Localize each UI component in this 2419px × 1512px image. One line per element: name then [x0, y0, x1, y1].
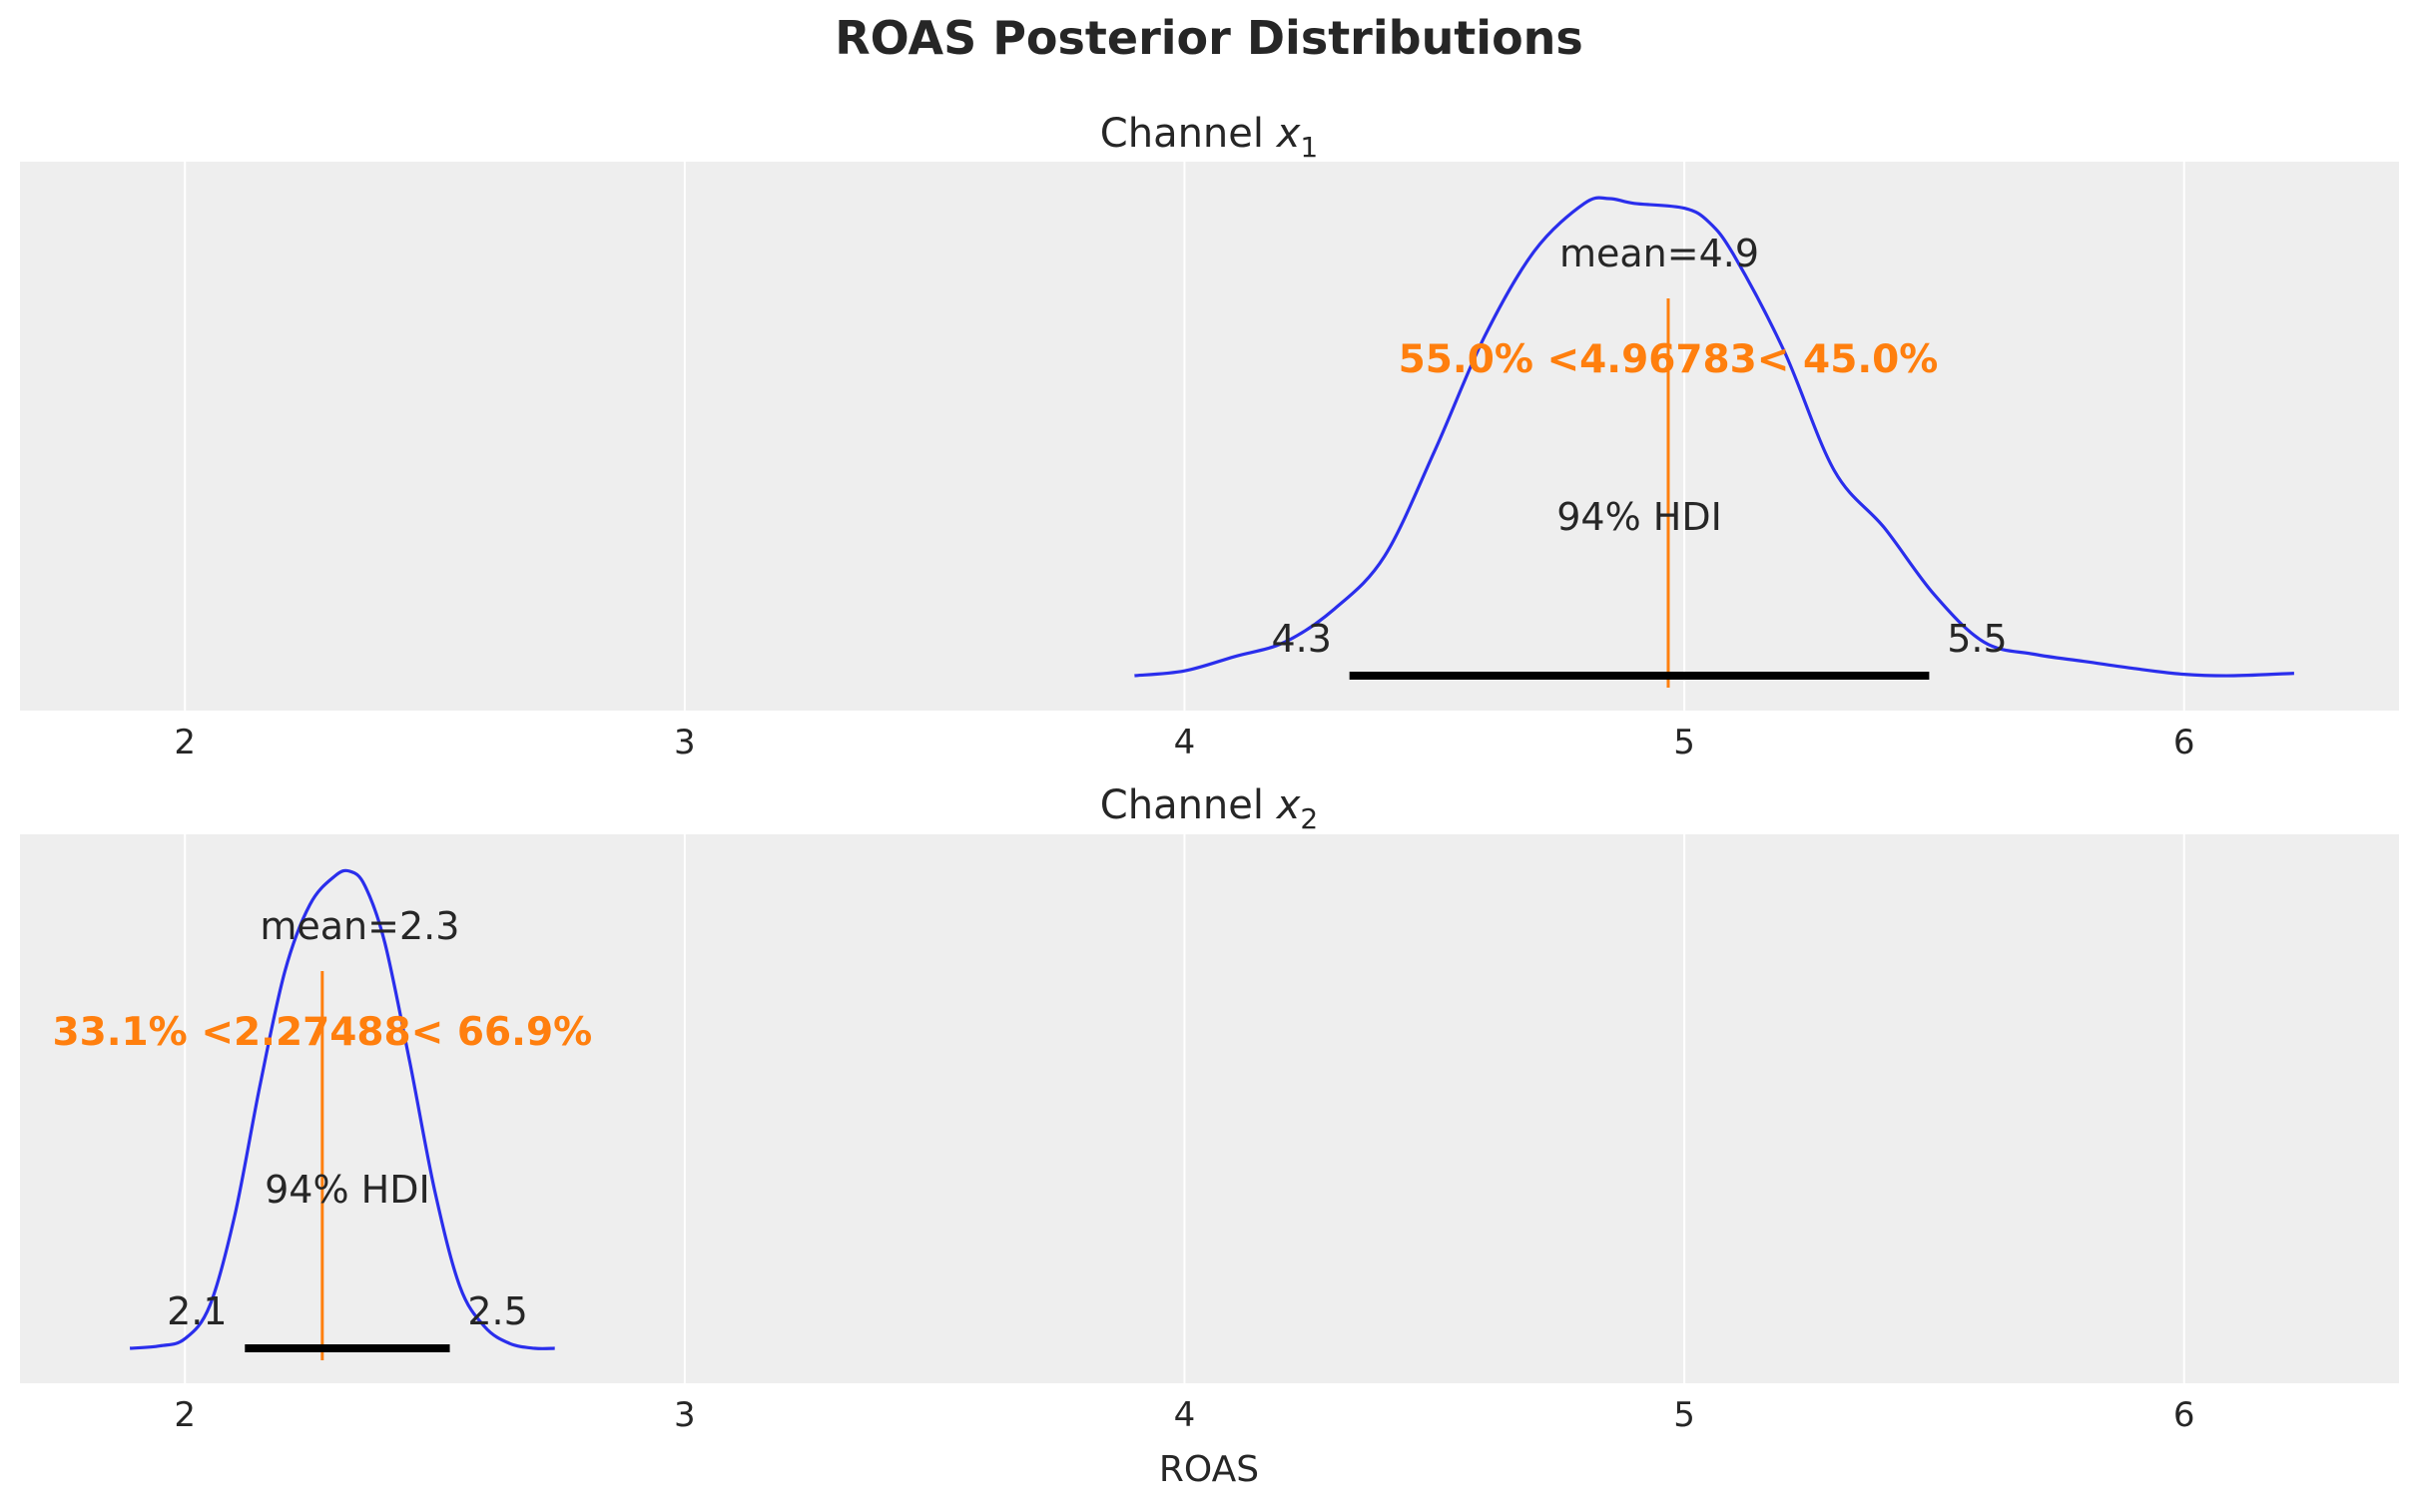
mean-text: mean=4.9 [1559, 232, 1759, 275]
density-curve [129, 868, 555, 1350]
panel-channel-x1: Channel x1 2 3 4 5 6 4.3 5.5 94% HDI mean=4.… [20, 111, 2399, 762]
hdi-high-label: 2.5 [467, 1289, 527, 1333]
gridlines [184, 162, 2185, 711]
hdi-high-label: 5.5 [1947, 617, 2007, 661]
panel-title-var: x [1275, 782, 1301, 828]
x-tick-label: 4 [1174, 723, 1196, 762]
hdi-low-label: 2.1 [167, 1289, 227, 1333]
hdi-text: 94% HDI [265, 1168, 430, 1212]
panel-title-prefix: Channel [1100, 782, 1277, 828]
x-tick-label: 5 [1673, 1395, 1695, 1435]
gridlines [184, 834, 2185, 1383]
density-curve [1134, 196, 2294, 678]
x-tick-label: 4 [1174, 1395, 1196, 1435]
reference-value-text: 33.1% <2.27488< 66.9% [52, 1010, 592, 1055]
x-tick-label: 6 [2173, 1395, 2195, 1435]
hdi-text: 94% HDI [1556, 495, 1722, 539]
hdi-low-label: 4.3 [1271, 617, 1331, 661]
reference-value-text: 55.0% <4.96783< 45.0% [1399, 337, 1939, 382]
x-tick-labels: 2 3 4 5 6 [174, 1395, 2194, 1435]
plot-area [20, 162, 2399, 711]
x-tick-label: 3 [674, 723, 696, 762]
panel-title-var: x [1275, 111, 1301, 157]
x-tick-labels: 2 3 4 5 6 [174, 723, 2194, 762]
panel-title: Channel x1 [1100, 111, 1318, 164]
mean-text: mean=2.3 [260, 904, 459, 948]
x-tick-label: 2 [174, 1395, 196, 1435]
panel-title-sub: 2 [1300, 802, 1318, 835]
x-tick-label: 2 [174, 723, 196, 762]
panel-title-sub: 1 [1300, 131, 1318, 164]
x-tick-label: 5 [1673, 723, 1695, 762]
panel-title-prefix: Channel [1100, 111, 1277, 157]
panel-title: Channel x2 [1100, 782, 1318, 835]
figure-title: ROAS Posterior Distributions [835, 11, 1583, 65]
x-tick-label: 3 [674, 1395, 696, 1435]
x-tick-label: 6 [2173, 723, 2195, 762]
x-axis-label: ROAS [1159, 1449, 1259, 1490]
plot-area [20, 834, 2399, 1383]
